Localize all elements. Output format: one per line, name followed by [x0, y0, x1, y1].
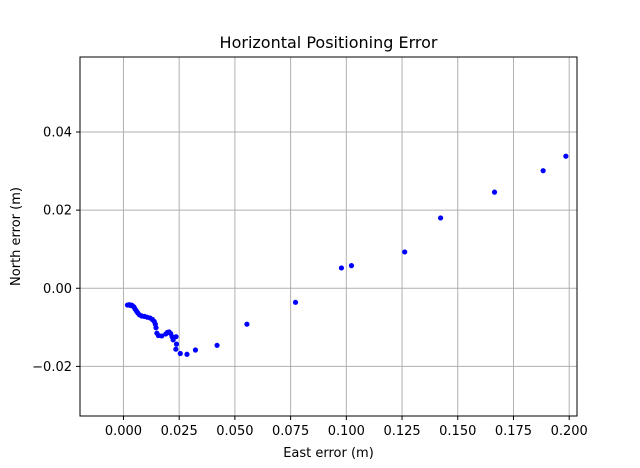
data-point [563, 153, 569, 159]
data-point [173, 341, 180, 347]
y-tick-label: 0.00 [43, 282, 72, 297]
x-tick-label: 0.175 [495, 424, 532, 439]
y-axis-label: North error (m) [9, 187, 24, 286]
x-axis-label: East error (m) [283, 446, 374, 461]
x-tick-label: 0.150 [439, 424, 476, 439]
x-tick-label: 0.125 [383, 424, 420, 439]
data-point [177, 350, 183, 357]
y-tick-label: −0.02 [32, 360, 72, 375]
y-tick-label: 0.02 [43, 204, 72, 219]
ticks: 0.000 0.025 0.050 0.075 0.100 0.125 0.150 0.175… [32, 126, 588, 439]
plot-frame [79, 56, 578, 417]
data-point [159, 333, 165, 339]
data-point [244, 321, 250, 327]
y-tick-label: 0.04 [43, 126, 72, 141]
data-point [438, 215, 444, 221]
data-point [540, 168, 546, 174]
x-tick-label: 0.075 [272, 424, 309, 439]
data-point [292, 299, 299, 305]
data-point [491, 189, 498, 195]
data-point [184, 351, 190, 357]
data-point [338, 265, 345, 271]
data-point [402, 249, 408, 255]
chart-title: Horizontal Positioning Error [220, 33, 438, 52]
x-tick-label: 0.050 [216, 424, 253, 439]
x-tick-label: 0.200 [551, 424, 588, 439]
data-point [348, 263, 355, 269]
data-point [173, 346, 179, 352]
x-tick-label: 0.100 [328, 424, 365, 439]
data-point [192, 347, 199, 353]
grid [80, 57, 577, 416]
x-tick-label: 0.025 [161, 424, 198, 439]
data-points [124, 153, 569, 357]
data-point [153, 325, 159, 331]
data-point [173, 334, 179, 340]
x-tick-label: 0.000 [105, 424, 142, 439]
data-point [214, 342, 220, 348]
